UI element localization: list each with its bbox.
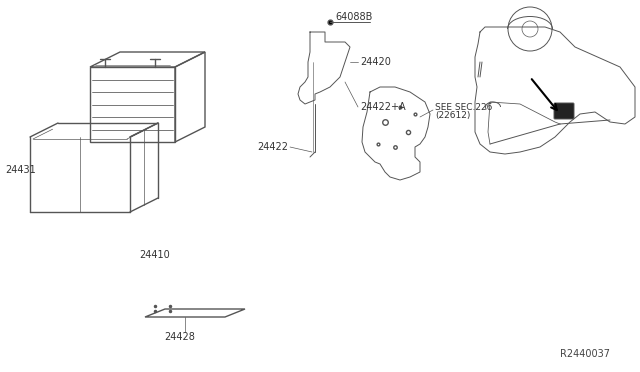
Text: 24431: 24431 [5, 165, 36, 175]
Text: 24422+A: 24422+A [360, 102, 406, 112]
Text: R2440037: R2440037 [560, 349, 610, 359]
Text: (22612): (22612) [435, 110, 470, 119]
Text: 24428: 24428 [164, 332, 195, 342]
Text: 24410: 24410 [140, 250, 170, 260]
Text: 64088B: 64088B [335, 12, 372, 22]
Text: 24420: 24420 [360, 57, 391, 67]
Text: 24422: 24422 [257, 142, 288, 152]
Text: SEE SEC.226: SEE SEC.226 [435, 103, 492, 112]
FancyBboxPatch shape [554, 103, 574, 119]
